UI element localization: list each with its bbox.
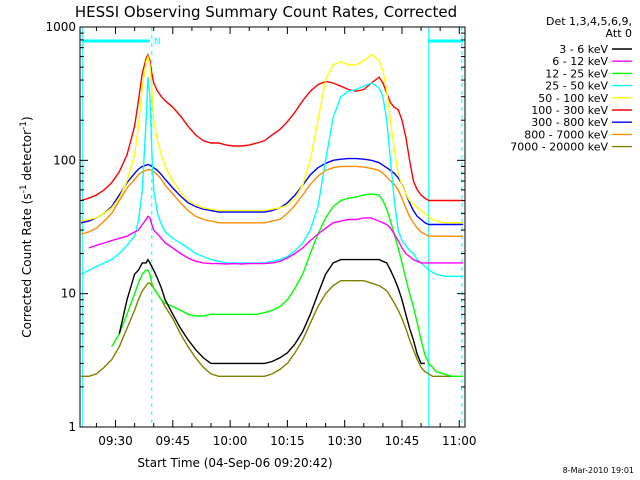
legend-label: 6 - 12 keV	[552, 55, 608, 68]
legend-label: 50 - 100 keV	[538, 92, 608, 105]
series-line	[80, 157, 464, 226]
series-line	[111, 193, 464, 377]
plot-area: N	[80, 27, 464, 427]
series-line	[80, 53, 464, 224]
x-tick-label: 10:45	[385, 434, 420, 448]
series-line	[80, 77, 464, 277]
series-line	[88, 215, 464, 265]
x-tick-label: 09:30	[98, 434, 133, 448]
x-tick-label: 09:45	[156, 434, 191, 448]
legend-label: 3 - 6 keV	[559, 43, 608, 56]
footer-date: 8-Mar-2010 19:01	[563, 466, 634, 475]
x-tick-label: 10:15	[270, 434, 305, 448]
series-line	[80, 52, 464, 202]
x-tick-label: 10:30	[327, 434, 362, 448]
x-tick-label: 10:00	[213, 434, 248, 448]
legend-label: 25 - 50 keV	[545, 80, 608, 93]
legend-label: 12 - 25 keV	[545, 67, 608, 80]
legend-label: 800 - 7000 keV	[524, 128, 608, 141]
series-line	[81, 280, 464, 377]
y-tick-label: 1	[68, 420, 76, 434]
legend-label: 300 - 800 keV	[531, 116, 608, 129]
y-axis: 1 10 100 1000	[45, 20, 465, 434]
plot-frame	[79, 26, 466, 428]
legend-label: 100 - 300 keV	[531, 104, 608, 117]
y-tick-label: 1000	[45, 20, 76, 34]
legend-label: 7000 - 20000 keV	[510, 141, 608, 154]
legend-header-1: Det 1,3,4,5,6,9,	[546, 15, 632, 28]
x-axis-label: Start Time (04-Sep-06 09:20:42)	[137, 456, 332, 470]
legend-header-2: Att 0	[606, 27, 632, 40]
series-line	[80, 165, 464, 237]
flag-label: N	[154, 37, 161, 47]
chart-title: HESSI Observing Summary Count Rates, Cor…	[75, 3, 457, 21]
y-tick-label: 100	[53, 153, 76, 167]
series-line	[118, 258, 425, 365]
y-axis-label: Corrected Count Rate (s-1 detector-1)	[19, 116, 34, 337]
x-axis: 09:30 09:45 10:00 10:15 10:30 10:45 11:00	[95, 27, 477, 448]
y-tick-label: 10	[61, 287, 76, 301]
x-tick-label: 11:00	[442, 434, 477, 448]
